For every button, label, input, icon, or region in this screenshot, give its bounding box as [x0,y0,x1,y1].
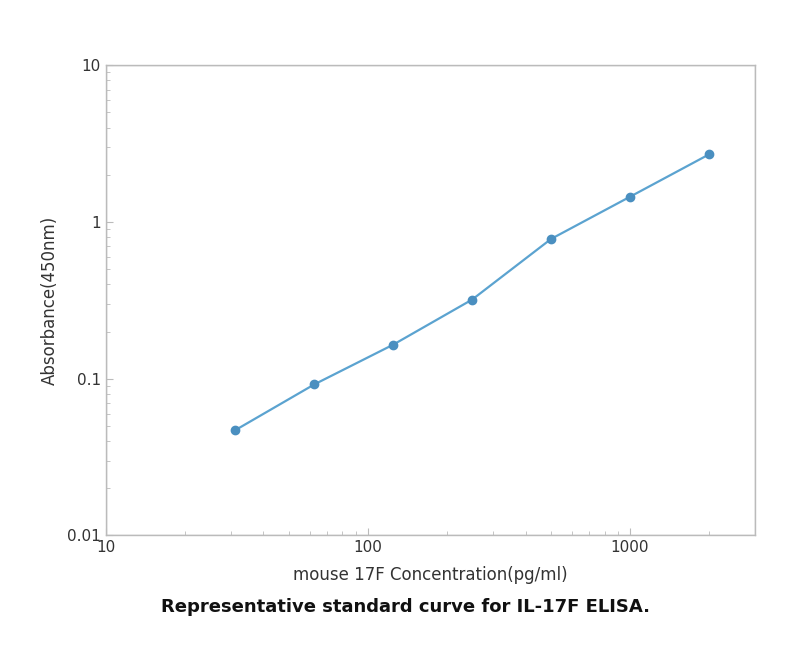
Text: Representative standard curve for IL-17F ELISA.: Representative standard curve for IL-17F… [161,598,650,616]
X-axis label: mouse 17F Concentration(pg/ml): mouse 17F Concentration(pg/ml) [293,566,567,584]
Y-axis label: Absorbance(450nm): Absorbance(450nm) [41,215,58,385]
Bar [105,65,754,535]
